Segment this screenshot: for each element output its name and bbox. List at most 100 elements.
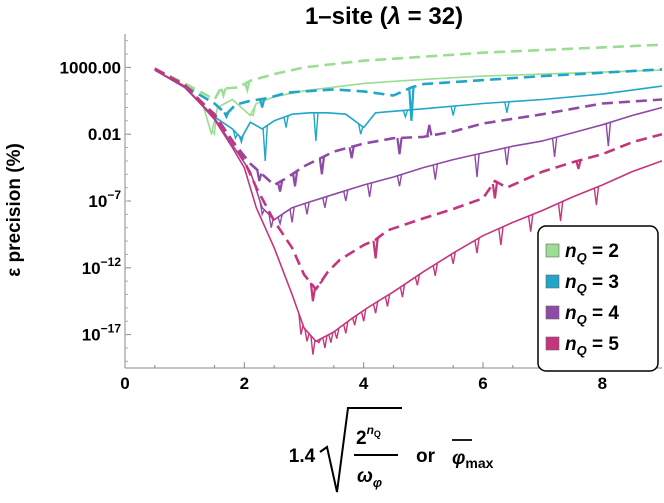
series-dip-nq5-solid — [593, 186, 600, 206]
series-dip-nq5-solid — [384, 294, 391, 307]
series-dip-nq4-dashed — [276, 180, 284, 192]
series-dip-nq5-solid — [304, 328, 310, 342]
x-label-phi-sub: max — [465, 455, 493, 471]
series-line-nq3-solid — [154, 69, 663, 139]
legend-label-0: nQ = 2 — [565, 241, 619, 265]
y-tick-label: 10−17 — [82, 322, 122, 345]
legend-swatch-1 — [545, 274, 560, 289]
series-dip-nq5-dashed — [318, 276, 325, 285]
y-tick-label: 0.01 — [88, 125, 121, 144]
x-tick-label: 2 — [240, 374, 249, 393]
series-dip-nq3-dashed — [223, 111, 230, 120]
series-line-nq2-solid — [154, 69, 663, 135]
series-dip-nq4-solid — [396, 174, 403, 187]
series-dip-nq4-solid — [304, 201, 310, 215]
title-value: = 32) — [401, 3, 463, 30]
series-dip-nq5-solid — [527, 214, 534, 232]
series-dip-nq4-solid — [551, 137, 558, 157]
series-dip-nq3-solid — [232, 129, 239, 141]
legend-label-1: nQ = 3 — [565, 272, 619, 296]
series-dip-nq5-solid — [334, 327, 340, 339]
series-dip-nq3-dashed — [259, 98, 266, 108]
series-line-nq3-dashed — [154, 67, 663, 116]
series-dip-nq4-dashed — [396, 137, 403, 155]
series-line-nq4-dashed — [154, 67, 663, 187]
x-label-num-sup: n — [367, 423, 374, 437]
series-dip-nq4-dashed — [318, 156, 326, 175]
series-dip-nq4-solid — [343, 189, 349, 202]
series-dip-nq3-solid — [357, 123, 364, 135]
series-dip-nq5-solid — [316, 338, 322, 344]
title-lambda: λ — [386, 3, 401, 30]
series-line-nq5-solid — [154, 69, 663, 343]
series-dip-nq4-dashed — [426, 124, 433, 137]
series-dip-nq5-dashed — [491, 181, 499, 199]
x-label-den-sub: φ — [373, 475, 382, 490]
svg-text:1–site (λ = 32): 1–site (λ = 32) — [305, 3, 463, 30]
series-dip-nq4-dashed — [291, 170, 299, 187]
series-dip-nq4-dashed — [348, 146, 355, 159]
x-label-radical — [319, 407, 402, 493]
series-layer — [154, 43, 663, 355]
x-tick-label: 0 — [120, 374, 129, 393]
series-dip-nq4-solid — [322, 196, 328, 208]
series-dip-nq3-solid — [262, 125, 268, 161]
series-dip-nq5-solid — [498, 226, 504, 246]
x-label-den: ω — [357, 466, 373, 487]
series-dip-nq5-solid — [298, 313, 304, 335]
title-prefix: 1–site ( — [305, 3, 388, 30]
legend-box — [537, 225, 659, 372]
x-tick-label: 4 — [359, 374, 369, 393]
series-dip-nq5-solid — [372, 301, 379, 314]
x-label-num-sup-sub: Q — [374, 429, 381, 439]
series-dip-nq2-dashed — [244, 81, 251, 95]
legend-swatch-0 — [545, 243, 560, 258]
y-tick-label: 10−7 — [88, 188, 121, 211]
series-dip-nq3-solid — [283, 115, 289, 128]
series-dip-nq5-solid — [310, 335, 316, 355]
series-dip-nq4-dashed — [256, 169, 263, 182]
series-dip-nq5-solid — [474, 237, 480, 254]
series-dip-nq5-solid — [343, 321, 349, 334]
series-dip-nq3-solid — [504, 101, 510, 113]
x-tick-label: 6 — [478, 374, 487, 393]
legend-label-3: nQ = 5 — [565, 334, 619, 358]
axes: 0 2 4 6 8 1000.00 0.01 10−7 10−12 10−17 — [60, 34, 662, 393]
series-dip-nq5-dashed — [372, 237, 379, 259]
legend-label-2: nQ = 4 — [565, 303, 619, 327]
series-dip-nq5-solid — [351, 315, 358, 326]
series-dip-nq5-solid — [399, 284, 406, 298]
svg-text:ωφ: ωφ — [357, 466, 382, 490]
series-dip-nq5-solid — [360, 308, 367, 322]
series-dip-nq4-solid — [366, 182, 373, 198]
chart-title: 1–site (λ = 32) — [305, 3, 463, 30]
series-line-nq2-dashed — [154, 43, 663, 101]
series-dip-nq4-solid — [289, 206, 295, 223]
x-label-phi: φ — [452, 448, 465, 469]
x-axis-label: 1.4 2nQ ωφ or φmax — [289, 407, 494, 493]
series-dip-nq5-dashed — [309, 282, 317, 302]
series-dip-nq5-solid — [557, 201, 564, 222]
series-dip-nq2-dashed — [220, 88, 227, 100]
series-dip-nq4-solid — [277, 214, 283, 227]
y-tick-label: 10−12 — [82, 255, 122, 278]
svg-text:2nQ: 2nQ — [356, 423, 381, 449]
series-line-nq4-solid — [154, 69, 663, 221]
series-dip-nq3-solid — [402, 109, 409, 120]
x-tick-label: 8 — [598, 374, 607, 393]
series-dip-nq5-solid — [432, 262, 439, 276]
series-dip-nq2-solid — [250, 105, 257, 117]
x-label-or: or — [416, 446, 436, 467]
y-tick-label: 1000.00 — [60, 58, 121, 77]
y-axis-label: ε precision (%) — [4, 143, 25, 277]
series-line-nq5-dashed — [154, 67, 663, 291]
series-dip-nq3-solid — [238, 134, 245, 145]
series-dip-nq4-solid — [432, 163, 439, 180]
series-dip-nq5-solid — [322, 335, 328, 349]
series-dip-nq5-dashed — [575, 159, 582, 170]
series-dip-nq4-solid — [504, 147, 510, 165]
x-label-num-base: 2 — [356, 428, 367, 449]
series-dip-nq3-solid — [313, 112, 319, 141]
series-dip-nq5-solid — [328, 332, 334, 343]
legend: nQ = 2 nQ = 3 nQ = 4 nQ = 5 — [537, 225, 659, 372]
